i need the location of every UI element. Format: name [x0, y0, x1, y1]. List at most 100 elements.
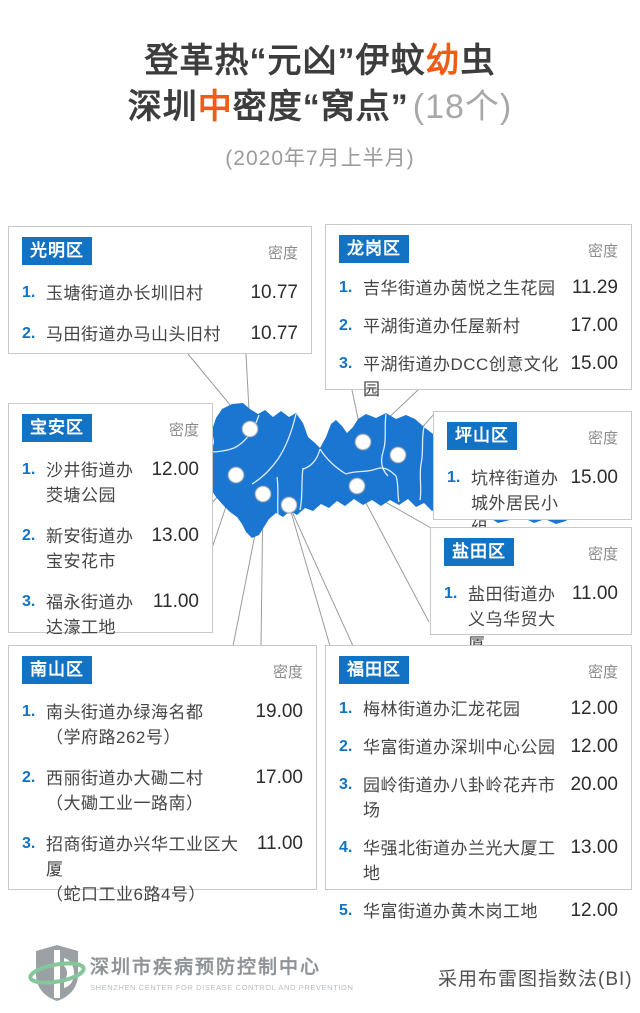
- item-index: 2.: [22, 769, 36, 786]
- item-location: 华富街道办深圳中心公园: [363, 738, 556, 757]
- item-index: 3.: [339, 355, 353, 372]
- box-header: 盐田区 密度: [444, 538, 618, 566]
- title-text: 密度“窝点”: [232, 88, 409, 126]
- density-label: 密度: [587, 664, 618, 681]
- title-highlight: 中: [197, 88, 233, 126]
- organization-name-cn: 深圳市疾病预防控制中心: [90, 957, 322, 978]
- district-box-yantian: 盐田区 密度 1. 盐田街道办义乌华贸大厦 11.00: [430, 527, 632, 654]
- marker-longgang: [354, 433, 372, 451]
- item-index: 2.: [22, 527, 36, 544]
- item-density-value: 15.00: [570, 467, 618, 488]
- district-markers: [227, 420, 407, 514]
- cdc-logo-icon: [28, 945, 86, 1001]
- callout-line-yantian: [356, 485, 432, 623]
- item-location: 玉塘街道办长圳旧村: [46, 284, 204, 303]
- item-location: 西丽街道办大磡二村 （大磡工业一路南）: [46, 766, 249, 816]
- item-index: 3.: [22, 835, 36, 852]
- list-item: 2. 马田街道办马山头旧村 10.77: [22, 322, 298, 347]
- item-density-value: 17.00: [255, 767, 303, 788]
- list-item: 5. 华富街道办黄木岗工地 12.00: [339, 899, 618, 924]
- title-line-2: 深圳中密度“窝点” (18个): [0, 84, 640, 130]
- item-location: 新安街道办 宝安花市: [46, 524, 145, 574]
- title-text: 深圳: [127, 88, 198, 126]
- item-location: 华富街道办黄木岗工地: [363, 902, 538, 921]
- box-header: 龙岗区 密度: [339, 235, 618, 263]
- item-index: 1.: [22, 703, 36, 720]
- item-location: 福永街道办 达濠工地: [46, 590, 145, 640]
- marker-futian: [280, 496, 298, 514]
- item-location: 南头街道办绿海名都 （学府路262号）: [46, 700, 249, 750]
- item-index: 2.: [22, 325, 36, 342]
- item-index: 5.: [339, 902, 353, 919]
- item-location: 平湖街道办DCC创意文化园: [363, 355, 559, 399]
- item-index: 3.: [22, 593, 36, 610]
- marker-nanshan: [254, 485, 272, 503]
- item-density-value: 12.00: [570, 900, 618, 921]
- district-box-futian: 福田区 密度 1. 梅林街道办汇龙花园 12.00 2. 华富街道办深圳中心公园…: [325, 645, 632, 921]
- marker-pingshan: [389, 446, 407, 464]
- title-text: 登革热“元凶”伊蚊: [144, 42, 426, 80]
- box-header: 福田区 密度: [339, 656, 618, 684]
- district-badge: 宝安区: [22, 414, 92, 442]
- marker-baoan: [227, 466, 245, 484]
- district-badge: 龙岗区: [339, 235, 409, 263]
- district-badge: 福田区: [339, 656, 409, 684]
- item-density-value: 10.77: [250, 282, 298, 303]
- district-box-guangming: 光明区 密度 1. 玉塘街道办长圳旧村 10.77 2. 马田街道办马山头旧村 …: [8, 226, 312, 354]
- box-header: 宝安区 密度: [22, 414, 199, 442]
- item-location-line2: （学府路262号）: [46, 728, 181, 747]
- title-count: (18个): [412, 88, 513, 126]
- list-item: 2. 新安街道办 宝安花市 13.00: [22, 524, 199, 574]
- item-location: 招商街道办兴华工业区大厦 （蛇口工业6路4号）: [46, 832, 249, 907]
- header: 登革热“元凶”伊蚊幼虫 深圳中密度“窝点” (18个) (2020年7月上半月): [0, 38, 640, 172]
- item-location: 坑梓街道办城外居民小组: [471, 466, 564, 541]
- list-item: 1. 吉华街道办茵悦之生花园 11.29: [339, 276, 618, 301]
- list-item: 3. 招商街道办兴华工业区大厦 （蛇口工业6路4号） 11.00: [22, 832, 303, 907]
- list-item: 1. 坑梓街道办城外居民小组 15.00: [447, 466, 618, 541]
- item-index: 1.: [339, 700, 353, 717]
- density-label: 密度: [587, 243, 618, 260]
- district-badge: 坪山区: [447, 422, 517, 450]
- list-item: 1. 梅林街道办汇龙花园 12.00: [339, 697, 618, 722]
- item-location: 吉华街道办茵悦之生花园: [363, 279, 556, 298]
- item-density-value: 11.29: [571, 277, 618, 298]
- item-location-line2: （蛇口工业6路4号）: [46, 885, 206, 904]
- item-density-value: 13.00: [570, 837, 618, 858]
- title-line-1: 登革热“元凶”伊蚊幼虫: [0, 38, 640, 84]
- item-index: 2.: [339, 738, 353, 755]
- list-item: 3. 园岭街道办八卦岭花卉市场 20.00: [339, 773, 618, 823]
- list-item: 4. 华强北街道办兰光大厦工地 13.00: [339, 836, 618, 886]
- district-badge: 南山区: [22, 656, 92, 684]
- item-index: 3.: [339, 776, 353, 793]
- item-location: 华强北街道办兰光大厦工地: [363, 839, 556, 883]
- density-label: 密度: [272, 664, 303, 681]
- item-location: 梅林街道办汇龙花园: [363, 700, 521, 719]
- item-index: 1.: [22, 461, 36, 478]
- item-index: 1.: [339, 279, 353, 296]
- density-label: 密度: [168, 422, 199, 439]
- item-location: 沙井街道办 茭塘公园: [46, 458, 145, 508]
- item-density-value: 10.77: [250, 323, 298, 344]
- marker-guangming: [241, 420, 259, 438]
- title-text: 虫: [460, 42, 496, 80]
- subtitle-date: (2020年7月上半月): [225, 147, 415, 170]
- item-location-line2: （大磡工业一路南）: [46, 794, 204, 813]
- item-index: 1.: [447, 469, 461, 486]
- item-density-value: 11.00: [571, 583, 618, 604]
- district-borders: [209, 413, 425, 516]
- district-box-nanshan: 南山区 密度 1. 南头街道办绿海名都 （学府路262号） 19.00 2. 西丽…: [8, 645, 317, 904]
- density-label: 密度: [267, 245, 298, 262]
- list-item: 1. 沙井街道办 茭塘公园 12.00: [22, 458, 199, 508]
- item-location: 园岭街道办八卦岭花卉市场: [363, 776, 556, 820]
- list-item: 3. 福永街道办 达濠工地 11.00: [22, 590, 199, 640]
- item-density-value: 12.00: [570, 736, 618, 757]
- item-location-line2: 茭塘公园: [46, 486, 116, 505]
- item-density-value: 17.00: [570, 315, 618, 336]
- list-item: 3. 平湖街道办DCC创意文化园 15.00: [339, 352, 618, 402]
- list-item: 2. 华富街道办深圳中心公园 12.00: [339, 735, 618, 760]
- district-box-pingshan: 坪山区 密度 1. 坑梓街道办城外居民小组 15.00: [433, 411, 632, 538]
- title-highlight: 幼: [425, 42, 461, 80]
- method-note: 采用布雷图指数法(BI): [438, 969, 633, 990]
- item-density-value: 12.00: [570, 698, 618, 719]
- density-label: 密度: [587, 546, 618, 563]
